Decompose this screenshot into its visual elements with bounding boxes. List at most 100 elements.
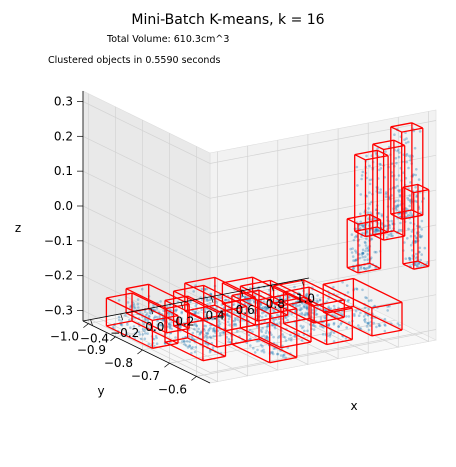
data-point [376, 229, 379, 232]
data-point [405, 152, 409, 156]
data-point [359, 267, 363, 270]
data-point [209, 335, 212, 339]
data-point [265, 329, 269, 332]
data-point [299, 308, 302, 312]
data-point [305, 306, 309, 310]
data-point [266, 306, 269, 309]
data-point [353, 259, 357, 262]
chart-title: Mini-Batch K-means, k = 16 [131, 12, 325, 28]
data-point [367, 307, 371, 311]
data-point [162, 309, 165, 313]
data-point [158, 315, 161, 319]
data-point [332, 304, 336, 308]
data-point [193, 350, 197, 354]
data-point [180, 310, 184, 314]
data-point [353, 312, 356, 316]
data-point [366, 249, 370, 252]
data-point [205, 287, 208, 291]
x-tick-label: 0.0 [145, 320, 164, 334]
data-point [408, 257, 412, 260]
data-point [227, 314, 230, 318]
data-point [266, 336, 270, 340]
data-point [188, 340, 191, 344]
x-tick-label: 0.6 [236, 303, 255, 317]
data-point [377, 191, 381, 194]
data-point [259, 329, 263, 332]
data-point [180, 317, 184, 320]
data-point [396, 184, 399, 188]
data-point [190, 314, 193, 318]
z-tick-label: 0.3 [54, 95, 73, 109]
data-point [396, 322, 400, 325]
data-point [364, 241, 367, 245]
data-point [354, 309, 358, 313]
data-point [361, 231, 364, 235]
data-point [261, 327, 264, 330]
data-point [253, 351, 257, 354]
data-point [293, 330, 297, 334]
data-point [415, 263, 418, 267]
data-point [290, 312, 294, 316]
y-tick-label: −0.7 [131, 369, 160, 383]
data-point [398, 228, 401, 232]
data-point [379, 188, 383, 191]
data-point [263, 305, 267, 309]
data-point [305, 305, 309, 309]
data-point [284, 356, 287, 360]
data-point [143, 329, 146, 333]
data-point [370, 237, 374, 241]
data-point [205, 298, 209, 301]
data-point [147, 314, 150, 318]
data-point [364, 296, 367, 299]
data-point [375, 227, 379, 230]
data-point [153, 315, 157, 319]
data-point [147, 342, 150, 346]
data-point [361, 252, 365, 255]
data-point [207, 328, 211, 331]
data-point [304, 294, 308, 298]
data-point [260, 315, 264, 319]
z-grid-line [82, 275, 437, 339]
y-tick-label: −0.8 [104, 356, 133, 370]
data-point [396, 205, 399, 208]
data-point [161, 323, 164, 327]
data-point [368, 164, 371, 168]
data-point [266, 324, 269, 328]
data-point [346, 291, 350, 294]
data-point [136, 298, 140, 301]
data-point [174, 308, 177, 312]
data-point [217, 295, 221, 299]
data-point [363, 306, 367, 310]
data-point [266, 308, 269, 311]
y-tick-label: −1.0 [50, 330, 79, 344]
data-point [143, 310, 147, 313]
z-tick-label: −0.2 [44, 269, 73, 283]
data-point [248, 312, 251, 315]
data-point [264, 314, 268, 318]
data-point [259, 343, 263, 347]
data-point [423, 246, 427, 250]
data-point [345, 284, 349, 287]
data-point [292, 303, 295, 307]
data-point [260, 306, 264, 310]
data-point [303, 306, 307, 309]
data-point [362, 252, 365, 255]
data-point [198, 333, 202, 336]
data-point [387, 233, 391, 237]
data-point [179, 319, 182, 323]
data-point [376, 147, 379, 150]
data-point [418, 130, 422, 133]
data-point [368, 191, 371, 194]
data-point [418, 246, 422, 250]
data-point [188, 344, 191, 347]
data-point [311, 295, 314, 299]
data-point [206, 332, 209, 336]
data-point [248, 286, 252, 290]
data-point [417, 262, 420, 265]
data-point [217, 318, 221, 322]
data-point [408, 256, 411, 260]
data-point [284, 316, 288, 320]
data-point [332, 285, 335, 289]
data-point [273, 326, 277, 330]
data-point [298, 303, 302, 307]
